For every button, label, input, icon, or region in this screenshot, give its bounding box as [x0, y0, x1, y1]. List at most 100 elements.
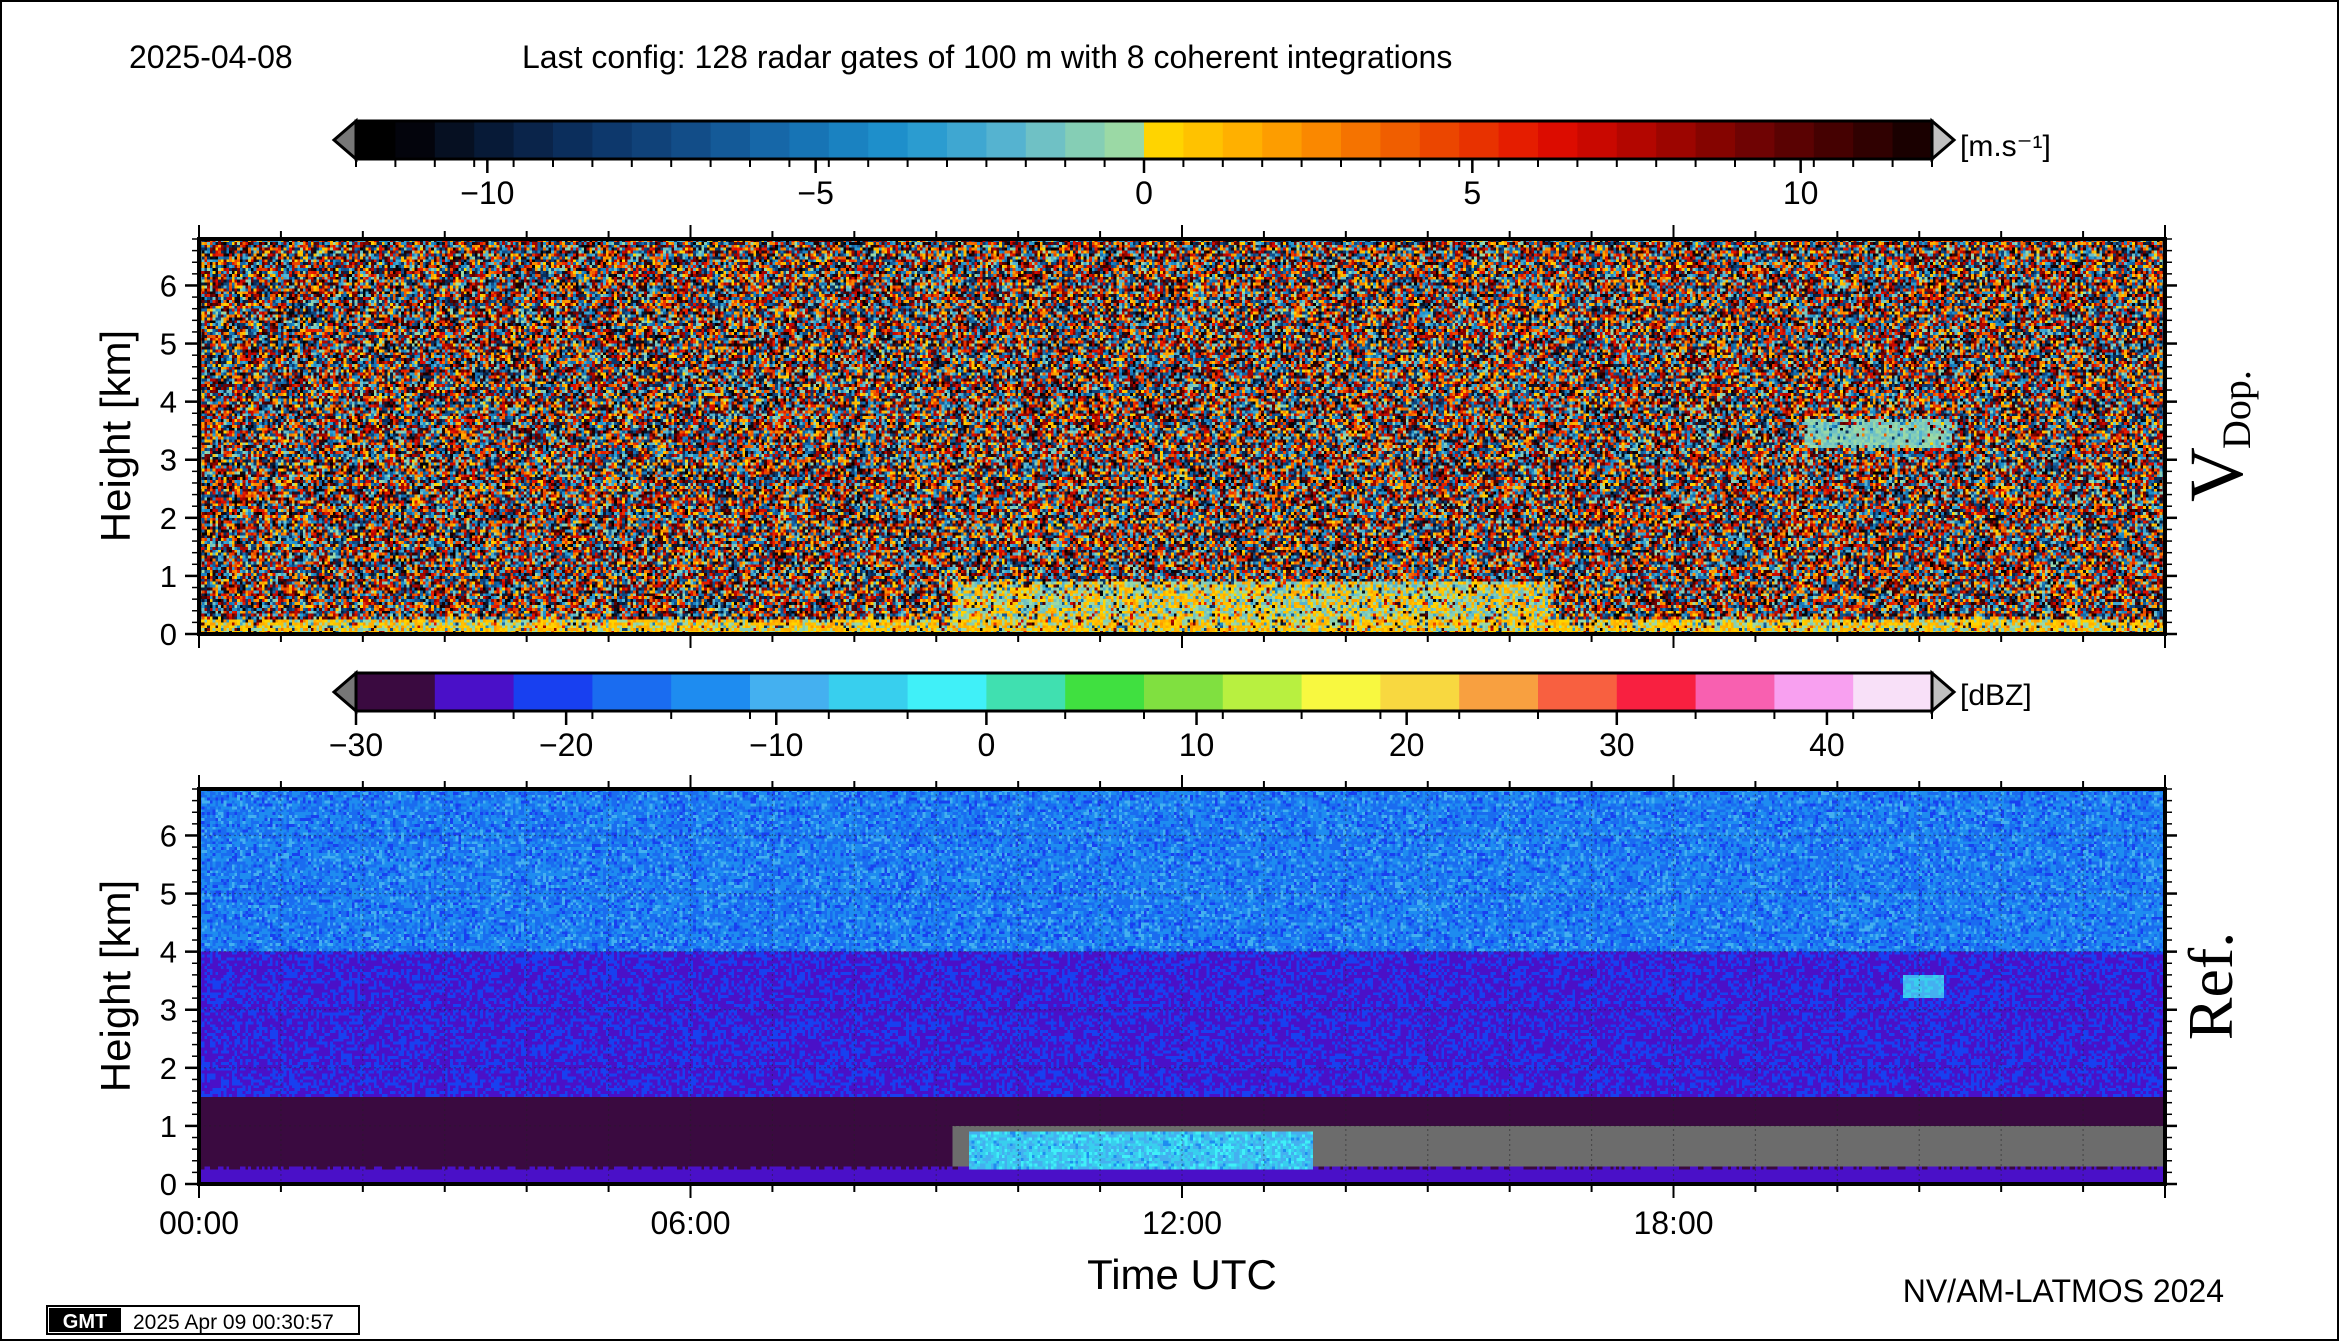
reflectivity-colorbar-bin — [1695, 673, 1775, 711]
doppler-panel-label-sub: Dop. — [2214, 370, 2259, 449]
doppler-colorbar-bin — [1892, 121, 1933, 159]
doppler-colorbar-bin — [986, 121, 1027, 159]
reflectivity-grid — [199, 789, 2165, 1184]
doppler-colorbar-bin — [1262, 121, 1303, 159]
gmt-timestamp: 2025 Apr 09 00:30:57 — [133, 1311, 334, 1334]
reflectivity-colorbar-bin — [1380, 673, 1460, 711]
reflectivity-colorbar-bin — [356, 673, 436, 711]
doppler-colorbar-bin — [434, 121, 475, 159]
doppler-colorbar-bin — [1419, 121, 1460, 159]
doppler-axes: 0 1 2 3 4 5 6 — [160, 225, 2177, 652]
reflectivity-colorbar-bin — [828, 673, 909, 711]
doppler-colorbar-unit: [m.s⁻¹] — [1960, 130, 2051, 163]
gmt-logo-box — [49, 1308, 121, 1332]
reflectivity-colorbar-bin — [1774, 673, 1854, 711]
gmt-stamp: GMT 2025 Apr 09 00:30:57 — [46, 1305, 360, 1335]
reflectivity-colorbar-tick-label: 0 — [978, 727, 996, 763]
reflectivity-colorbar-bin — [1538, 673, 1618, 711]
time-axis-label: Time UTC — [1087, 1251, 1277, 1298]
reflectivity-colorbar-bin — [1065, 673, 1145, 711]
doppler-panel: 0 1 2 3 4 5 6 Height [km] V Dop. — [92, 225, 2259, 652]
reflectivity-ytick-label: 4 — [160, 935, 177, 970]
doppler-colorbar-bin — [1774, 121, 1815, 159]
reflectivity-heatmap — [199, 789, 2165, 1184]
doppler-colorbar-bin — [1656, 121, 1697, 159]
doppler-colorbar-bin — [1065, 121, 1106, 159]
doppler-colorbar-bin — [592, 121, 633, 159]
reflectivity-colorbar-bin — [1459, 673, 1539, 711]
doppler-heatmap — [199, 239, 2165, 634]
doppler-colorbar-bin — [868, 121, 909, 159]
doppler-colorbar-bin — [631, 121, 672, 159]
reflectivity-xtick-label: 06:00 — [650, 1205, 730, 1241]
doppler-colorbar-bin — [1104, 121, 1145, 159]
reflectivity-panel-label: Ref. — [2175, 932, 2246, 1040]
doppler-colorbar-bin — [1695, 121, 1736, 159]
doppler-colorbar-bin — [1577, 121, 1618, 159]
doppler-colorbar-above-triangle — [1930, 117, 1957, 163]
reflectivity-colorbar-tick-label: 30 — [1599, 727, 1635, 763]
reflectivity-ytick-label: 1 — [160, 1109, 177, 1144]
doppler-ylabel: Height [km] — [92, 330, 139, 542]
reflectivity-colorbar-bin — [592, 673, 672, 711]
reflectivity-colorbar-bin — [434, 673, 515, 711]
doppler-colorbar-bin — [1813, 121, 1854, 159]
reflectivity-colorbar-tick-label: −10 — [749, 727, 803, 763]
reflectivity-colorbar-bin — [907, 673, 987, 711]
doppler-colorbar-bin — [1538, 121, 1578, 159]
reflectivity-xtick-label: 12:00 — [1142, 1205, 1222, 1241]
doppler-colorbar-bin — [907, 121, 948, 159]
doppler-colorbar-bin — [1025, 121, 1066, 159]
credit-label: NV/AM-LATMOS 2024 — [1903, 1273, 2224, 1309]
reflectivity-colorbar-bin — [513, 673, 593, 711]
reflectivity-colorbar-bin — [671, 673, 751, 711]
doppler-ytick-label: 0 — [160, 617, 177, 652]
doppler-colorbar-bin — [947, 121, 987, 159]
reflectivity-colorbar-bin — [750, 673, 830, 711]
reflectivity-colorbar-bin — [986, 673, 1066, 711]
reflectivity-xtick-label: 18:00 — [1633, 1205, 1713, 1241]
reflectivity-colorbar-tick-label: −20 — [539, 727, 593, 763]
doppler-colorbar-bin — [1853, 121, 1894, 159]
reflectivity-axes: 0 1 2 3 4 5 6 00:00 06:00 12:00 18:00 — [159, 775, 2177, 1241]
doppler-colorbar-bin — [395, 121, 436, 159]
reflectivity-ytick-label: 6 — [160, 818, 177, 853]
doppler-colorbar-tick-label: −5 — [797, 175, 833, 211]
doppler-colorbar-bin — [789, 121, 830, 159]
doppler-colorbar-bin — [474, 121, 515, 159]
doppler-ytick-label: 5 — [160, 327, 177, 362]
doppler-colorbar-tick-label: 0 — [1135, 175, 1153, 211]
doppler-colorbar: −10 −5 0 5 10 — [331, 117, 1957, 211]
reflectivity-colorbar-below-triangle — [331, 669, 358, 715]
reflectivity-ytick-label: 5 — [160, 877, 177, 912]
doppler-colorbar-bin — [1144, 121, 1184, 159]
doppler-ytick-label: 2 — [160, 501, 177, 536]
doppler-colorbar-bin — [1183, 121, 1224, 159]
doppler-colorbar-bin — [1341, 121, 1381, 159]
date-label: 2025-04-08 — [129, 39, 293, 75]
reflectivity-colorbar: −30 −20 −10 0 10 20 30 40 — [329, 669, 1957, 763]
reflectivity-colorbar-tick-label: −30 — [329, 727, 383, 763]
doppler-panel-label-main: V — [2175, 447, 2259, 502]
reflectivity-colorbar-bin — [1616, 673, 1697, 711]
doppler-colorbar-bin — [1459, 121, 1500, 159]
reflectivity-colorbar-tick-label: 40 — [1809, 727, 1845, 763]
doppler-colorbar-bin — [1301, 121, 1342, 159]
reflectivity-ylabel: Height [km] — [92, 880, 139, 1092]
reflectivity-ytick-label: 2 — [160, 1051, 177, 1086]
doppler-panel-label: V Dop. — [2175, 370, 2259, 502]
doppler-colorbar-bin — [671, 121, 712, 159]
doppler-ytick-label: 4 — [160, 385, 177, 420]
reflectivity-colorbar-bin — [1144, 673, 1224, 711]
doppler-colorbar-bin — [553, 121, 593, 159]
reflectivity-ytick-label: 0 — [160, 1167, 177, 1202]
reflectivity-xtick-label: 00:00 — [159, 1205, 239, 1241]
reflectivity-colorbar-bin — [1222, 673, 1303, 711]
doppler-ytick-label: 6 — [160, 268, 177, 303]
doppler-ytick-label: 1 — [160, 559, 177, 594]
reflectivity-colorbar-tick-label: 20 — [1389, 727, 1425, 763]
doppler-colorbar-below-triangle — [331, 117, 358, 163]
doppler-colorbar-tick-label: 10 — [1783, 175, 1819, 211]
